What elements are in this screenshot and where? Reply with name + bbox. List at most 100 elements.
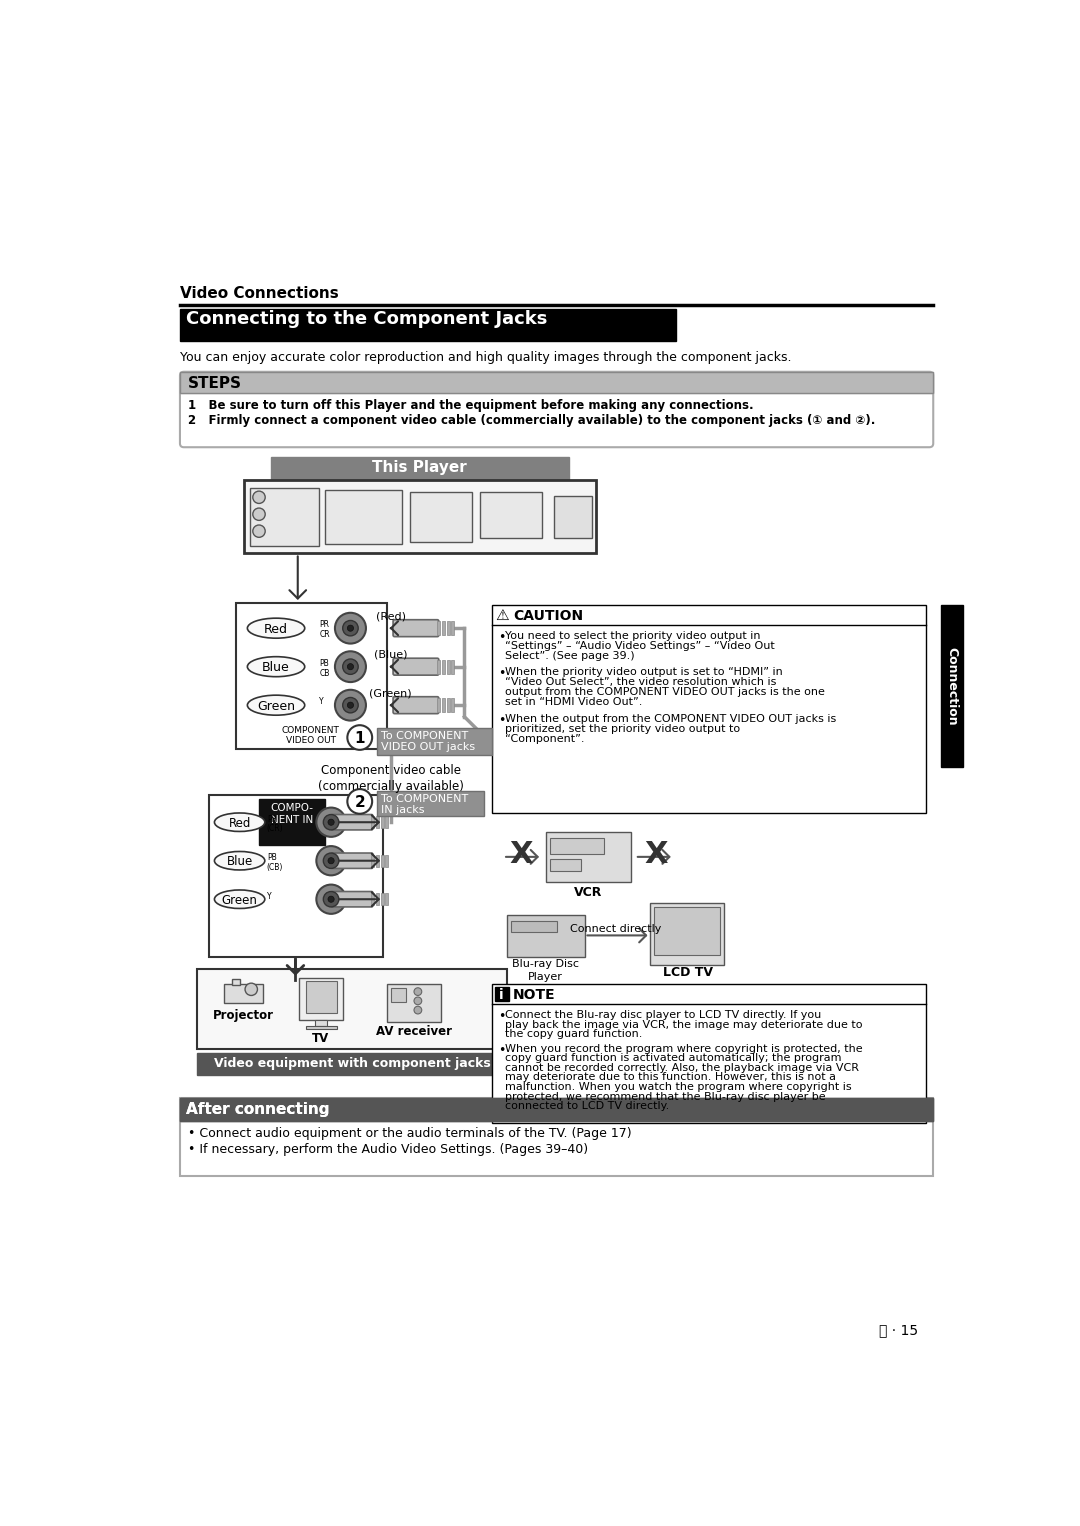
Bar — [451, 699, 455, 713]
Text: Connect directly: Connect directly — [570, 923, 661, 934]
Bar — [654, 906, 720, 955]
Bar — [437, 621, 441, 635]
Text: PR
(CR): PR (CR) — [267, 815, 283, 833]
Bar — [650, 903, 724, 964]
Text: (Green): (Green) — [369, 688, 413, 699]
Text: (Red): (Red) — [376, 612, 406, 621]
Bar — [511, 920, 557, 932]
Bar — [180, 372, 933, 394]
Bar — [180, 1097, 933, 1122]
Circle shape — [316, 807, 346, 836]
Bar — [380, 855, 383, 867]
Circle shape — [342, 621, 359, 636]
Circle shape — [323, 853, 339, 868]
Bar — [208, 795, 383, 957]
Bar — [377, 728, 491, 755]
Circle shape — [335, 613, 366, 644]
FancyBboxPatch shape — [332, 853, 373, 868]
Circle shape — [348, 725, 373, 749]
Bar — [249, 488, 320, 546]
Text: •: • — [498, 667, 505, 681]
Text: the copy guard function.: the copy guard function. — [505, 1030, 643, 1039]
Bar — [225, 984, 262, 1003]
Text: CAUTION: CAUTION — [513, 609, 583, 623]
Text: Connection: Connection — [945, 647, 958, 725]
Bar — [391, 987, 406, 1001]
Text: Green: Green — [221, 894, 257, 906]
Bar — [550, 838, 604, 853]
Text: Red: Red — [229, 816, 251, 830]
Bar — [180, 372, 933, 394]
Bar — [380, 816, 383, 829]
Bar — [491, 606, 926, 813]
Circle shape — [335, 652, 366, 682]
Bar — [243, 481, 596, 554]
Circle shape — [342, 697, 359, 713]
Text: (Blue): (Blue) — [374, 650, 407, 659]
Text: 2   Firmly connect a component video cable (commercially available) to the compo: 2 Firmly connect a component video cable… — [188, 414, 875, 427]
Text: Connecting to the Component Jacks: Connecting to the Component Jacks — [186, 310, 548, 328]
Bar — [372, 855, 375, 867]
Text: PR
CR: PR CR — [320, 621, 330, 639]
Ellipse shape — [215, 852, 265, 870]
Text: STEPS: STEPS — [188, 375, 242, 391]
Text: 1   Be sure to turn off this Player and the equipment before making any connecti: 1 Be sure to turn off this Player and th… — [188, 398, 754, 412]
Text: “Component”.: “Component”. — [505, 734, 585, 743]
Bar — [259, 800, 325, 845]
Text: ⓔ · 15: ⓔ · 15 — [879, 1323, 918, 1337]
Text: Component video cable
(commercially available): Component video cable (commercially avai… — [318, 765, 463, 794]
FancyBboxPatch shape — [393, 658, 438, 674]
Circle shape — [316, 885, 346, 914]
FancyBboxPatch shape — [332, 815, 373, 830]
Bar — [376, 893, 379, 905]
Bar — [372, 816, 375, 829]
Text: play back the image via VCR, the image may deteriorate due to: play back the image via VCR, the image m… — [505, 1019, 863, 1030]
Text: After connecting: After connecting — [186, 1102, 329, 1117]
Bar — [387, 984, 441, 1022]
Circle shape — [348, 664, 353, 670]
Ellipse shape — [215, 890, 265, 908]
Text: X: X — [644, 839, 667, 868]
Text: To COMPONENT
IN jacks: To COMPONENT IN jacks — [381, 794, 469, 815]
Bar — [377, 792, 484, 816]
Bar — [306, 1027, 337, 1030]
Bar — [410, 491, 472, 542]
Circle shape — [414, 996, 422, 1004]
Text: Connect the Blu-ray disc player to LCD TV directly. If you: Connect the Blu-ray disc player to LCD T… — [505, 1010, 822, 1019]
Circle shape — [348, 789, 373, 813]
Bar — [386, 855, 389, 867]
Circle shape — [335, 690, 366, 720]
Text: 1: 1 — [354, 731, 365, 746]
Circle shape — [323, 815, 339, 830]
Bar — [941, 606, 962, 766]
Bar — [180, 1097, 933, 1177]
Bar — [271, 458, 569, 481]
Ellipse shape — [247, 656, 305, 676]
Text: You can enjoy accurate color reproduction and high quality images through the co: You can enjoy accurate color reproductio… — [180, 351, 792, 365]
Text: cannot be recorded correctly. Also, the playback image via VCR: cannot be recorded correctly. Also, the … — [505, 1062, 860, 1073]
Bar — [376, 816, 379, 829]
Text: may deteriorate due to this function. However, this is not a: may deteriorate due to this function. Ho… — [505, 1073, 836, 1082]
Text: 2: 2 — [354, 795, 365, 810]
Bar — [446, 699, 449, 713]
Text: Blu-ray Disc
Player: Blu-ray Disc Player — [512, 960, 579, 981]
Bar — [235, 603, 387, 749]
Circle shape — [323, 891, 339, 906]
Bar — [442, 621, 445, 635]
Text: PB
CB: PB CB — [320, 659, 329, 678]
Text: •: • — [498, 632, 505, 644]
Bar — [376, 855, 379, 867]
Bar — [197, 1053, 507, 1074]
Bar — [442, 699, 445, 713]
Ellipse shape — [247, 618, 305, 638]
Text: • Connect audio equipment or the audio terminals of the TV. (Page 17): • Connect audio equipment or the audio t… — [188, 1128, 632, 1140]
Bar — [306, 981, 337, 1013]
Text: Video equipment with component jacks: Video equipment with component jacks — [214, 1058, 490, 1070]
Bar — [550, 859, 581, 871]
Bar — [197, 969, 507, 1050]
Circle shape — [328, 858, 334, 864]
Bar — [446, 659, 449, 673]
Bar — [554, 496, 592, 539]
Bar — [491, 984, 926, 1123]
Text: After connecting: After connecting — [186, 1102, 329, 1117]
